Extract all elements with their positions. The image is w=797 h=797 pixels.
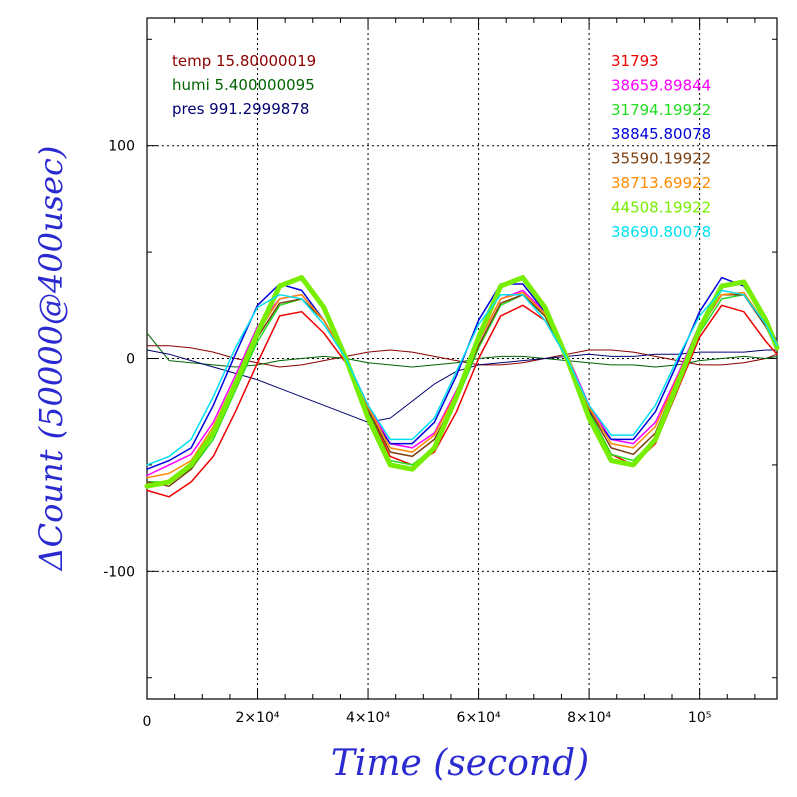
series-legend-entry: 31793 xyxy=(611,52,659,70)
x-tick-label: 4×10⁴ xyxy=(346,710,390,726)
series-line-5 xyxy=(146,293,778,487)
y-tick-label: 0 xyxy=(126,352,135,368)
series-legend-entry: 44508.19922 xyxy=(611,198,711,216)
series-legend-entry: 35590.19922 xyxy=(611,150,711,168)
series-legend-entry: 38713.69922 xyxy=(611,174,711,192)
series-line-7 xyxy=(144,275,780,489)
series-line-1 xyxy=(146,304,778,498)
env-legend-entry: temp 15.80000019 xyxy=(172,52,316,70)
x-tick-label: 10⁵ xyxy=(688,710,711,726)
env-legend-entry: pres 991.2999878 xyxy=(172,100,309,118)
series-legend-entry: 31794.19922 xyxy=(611,101,711,119)
y-tick-label: 100 xyxy=(108,139,135,155)
series-legend-entry: 38659.89844 xyxy=(611,76,711,94)
series-legend: 31793 38659.89844 31794.19922 38845.80078 35… xyxy=(611,52,711,241)
y-tick-label: -100 xyxy=(103,564,135,580)
series-line-8 xyxy=(146,289,778,466)
series-lines xyxy=(144,275,780,498)
env-legend-entry: humi 5.400000095 xyxy=(172,76,315,94)
env-legend: temp 15.80000019 humi 5.400000095 pres 991… xyxy=(172,52,316,118)
x-tick-label: 2×10⁴ xyxy=(235,710,279,726)
x-tick-label: 0 xyxy=(143,714,152,730)
x-tick-label: 8×10⁴ xyxy=(567,710,611,726)
series-legend-entry: 38690.80078 xyxy=(611,223,711,241)
tick-labels: 0 2×10⁴ 4×10⁴ 6×10⁴ 8×10⁴ 10⁵ 100 0 -100 xyxy=(103,139,711,730)
y-axis-title: ΔCount (50000@400usec) xyxy=(32,146,70,573)
x-axis-title: Time (second) xyxy=(331,743,589,784)
x-tick-label: 6×10⁴ xyxy=(457,710,501,726)
series-legend-entry: 38845.80078 xyxy=(611,125,711,143)
